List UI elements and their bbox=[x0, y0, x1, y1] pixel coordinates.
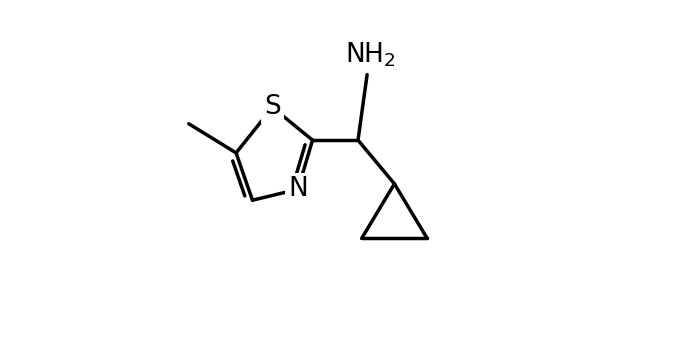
Text: S: S bbox=[264, 94, 281, 120]
Text: N: N bbox=[288, 176, 308, 202]
Text: NH$_2$: NH$_2$ bbox=[345, 41, 396, 69]
